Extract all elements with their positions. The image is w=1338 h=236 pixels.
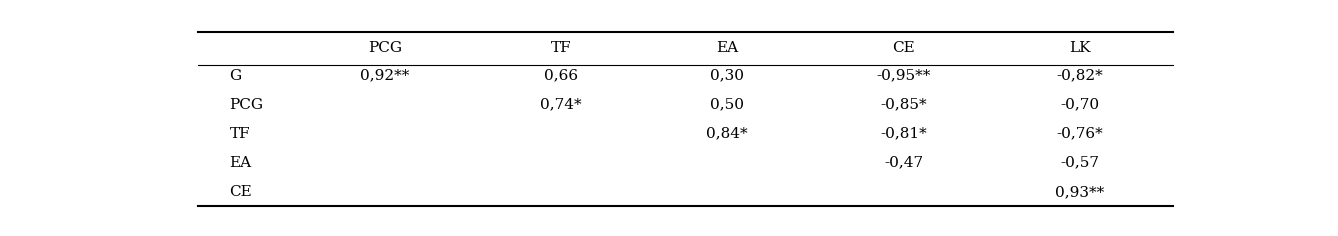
Text: TF: TF: [551, 41, 571, 55]
Text: -0,57: -0,57: [1060, 156, 1100, 170]
Text: 0,74*: 0,74*: [541, 98, 582, 112]
Text: -0,95**: -0,95**: [876, 69, 931, 83]
Text: LK: LK: [1069, 41, 1090, 55]
Text: 0,84*: 0,84*: [706, 127, 748, 141]
Text: 0,30: 0,30: [710, 69, 744, 83]
Text: -0,70: -0,70: [1060, 98, 1100, 112]
Text: -0,85*: -0,85*: [880, 98, 927, 112]
Text: 0,93**: 0,93**: [1056, 185, 1104, 199]
Text: G: G: [230, 69, 242, 83]
Text: PCG: PCG: [230, 98, 264, 112]
Text: -0,47: -0,47: [884, 156, 923, 170]
Text: EA: EA: [716, 41, 739, 55]
Text: CE: CE: [230, 185, 253, 199]
Text: 0,92**: 0,92**: [360, 69, 409, 83]
Text: -0,76*: -0,76*: [1057, 127, 1103, 141]
Text: CE: CE: [892, 41, 915, 55]
Text: -0,81*: -0,81*: [880, 127, 927, 141]
Text: -0,82*: -0,82*: [1057, 69, 1103, 83]
Text: TF: TF: [230, 127, 250, 141]
Text: 0,66: 0,66: [545, 69, 578, 83]
Text: EA: EA: [230, 156, 252, 170]
Text: 0,50: 0,50: [710, 98, 744, 112]
Text: PCG: PCG: [368, 41, 403, 55]
